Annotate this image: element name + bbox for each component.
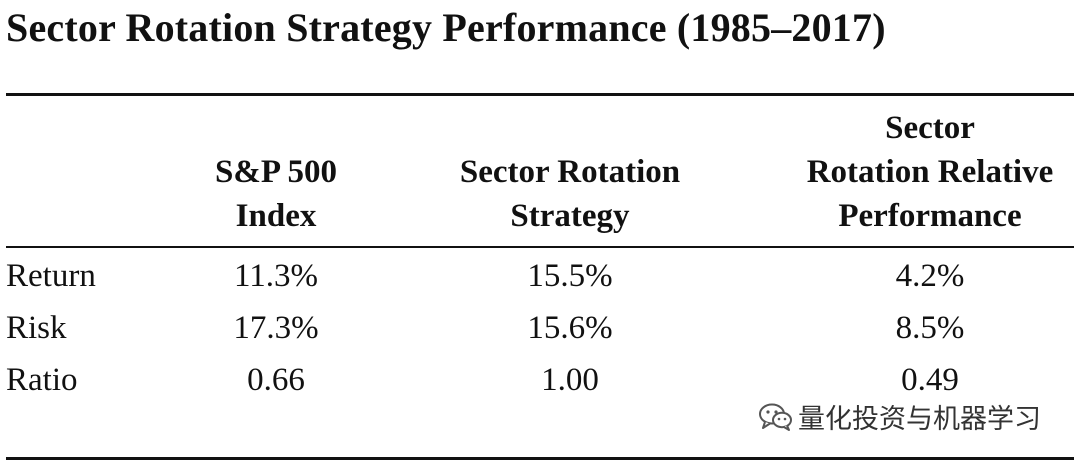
column-header-line: Performance: [838, 198, 1022, 234]
header-rule: [6, 246, 1074, 248]
column-header-line: S&P 500: [215, 154, 337, 190]
column-header-line: Index: [235, 198, 317, 234]
wechat-icon: [758, 402, 794, 432]
table-cell: 4.2%: [895, 258, 965, 294]
row-label-return: Return: [6, 258, 96, 294]
row-label-risk: Risk: [6, 310, 67, 346]
table-cell: 17.3%: [233, 310, 319, 346]
column-header-relative-performance: Sector Rotation Relative Performance: [780, 106, 1080, 238]
table-cell: 11.3%: [233, 258, 318, 294]
top-rule: [6, 93, 1074, 96]
column-header-line: Strategy: [510, 198, 630, 234]
table-title: Sector Rotation Strategy Performance (19…: [6, 5, 886, 50]
table-cell: 1.00: [541, 362, 599, 398]
column-header-line: Rotation Relative: [806, 154, 1054, 190]
column-header-line: Sector: [885, 110, 975, 146]
bottom-rule: [6, 457, 1074, 460]
table-cell: 0.49: [901, 362, 959, 398]
column-header-line: Sector Rotation: [459, 154, 681, 190]
table-cell: 15.5%: [527, 258, 613, 294]
table-cell: 0.66: [247, 362, 305, 398]
row-label-ratio: Ratio: [6, 362, 78, 398]
watermark: 量化投资与机器学习: [758, 397, 1041, 436]
column-header-sector-rotation: Sector Rotation Strategy: [430, 150, 710, 238]
table-cell: 8.5%: [895, 310, 965, 346]
watermark-text: 量化投资与机器学习: [798, 404, 1041, 435]
column-header-sp500: S&P 500 Index: [186, 150, 366, 238]
table-cell: 15.6%: [527, 310, 613, 346]
